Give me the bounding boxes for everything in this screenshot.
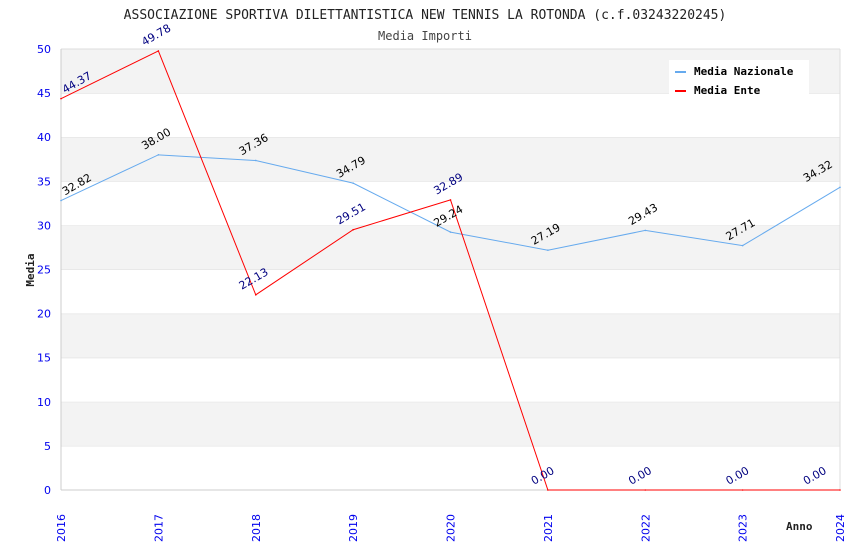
grid-band [61, 93, 840, 138]
data-point [644, 489, 647, 491]
chart-title: ASSOCIAZIONE SPORTIVA DILETTANTISTICA NE… [124, 8, 727, 23]
legend: Media Nazionale Media Ente [669, 60, 809, 97]
legend-label-nazionale: Media Nazionale [694, 65, 794, 78]
x-tick-label: 2018 [250, 514, 263, 542]
data-point [741, 489, 744, 491]
x-tick-label: 2016 [55, 514, 68, 542]
data-point [157, 50, 160, 52]
y-tick-label: 0 [44, 484, 51, 497]
data-point [352, 228, 354, 231]
legend-label-ente: Media Ente [694, 84, 761, 97]
y-tick-label: 25 [37, 264, 51, 277]
x-tick-label: 2024 [834, 514, 847, 542]
legend-swatch-nazionale [675, 71, 686, 73]
data-point [60, 97, 62, 100]
y-tick-label: 30 [37, 219, 51, 232]
data-point [60, 199, 62, 202]
data-point [839, 489, 841, 491]
data-point [352, 182, 354, 184]
y-tick-label: 35 [37, 175, 51, 188]
x-tick-label: 2019 [347, 514, 360, 542]
data-point [254, 159, 257, 162]
grid-band [61, 401, 840, 446]
x-tick-label: 2021 [542, 514, 555, 542]
chart-subtitle: Media Importi [378, 29, 472, 43]
data-point [644, 229, 647, 232]
data-point [741, 244, 744, 247]
data-point [547, 249, 549, 251]
x-tick-label: 2023 [737, 514, 750, 542]
legend-swatch-ente [675, 90, 686, 92]
x-axis-label: Anno [786, 520, 813, 533]
data-label: 49.78 [139, 22, 173, 49]
y-tick-label: 10 [37, 396, 51, 409]
x-tick-label: 2022 [639, 514, 652, 542]
grid-band [61, 357, 840, 402]
grid-band [61, 269, 840, 314]
y-axis-label: Media [24, 253, 37, 286]
data-point [839, 186, 841, 189]
y-tick-label: 20 [37, 308, 51, 321]
y-tick-label: 50 [37, 43, 51, 56]
data-point [449, 199, 452, 201]
y-tick-label: 40 [37, 131, 51, 144]
y-tick-label: 15 [37, 352, 51, 365]
data-point [157, 154, 160, 156]
grid-band [61, 137, 840, 182]
grid-band [61, 181, 840, 226]
data-point [547, 489, 549, 491]
grid-band [61, 313, 840, 358]
grid-band [61, 445, 840, 490]
y-tick-label: 45 [37, 87, 51, 100]
x-tick-label: 2017 [152, 514, 165, 542]
data-point [254, 294, 257, 296]
x-tick-label: 2020 [445, 514, 458, 542]
y-tick-label: 5 [44, 440, 51, 453]
data-point [449, 231, 452, 233]
